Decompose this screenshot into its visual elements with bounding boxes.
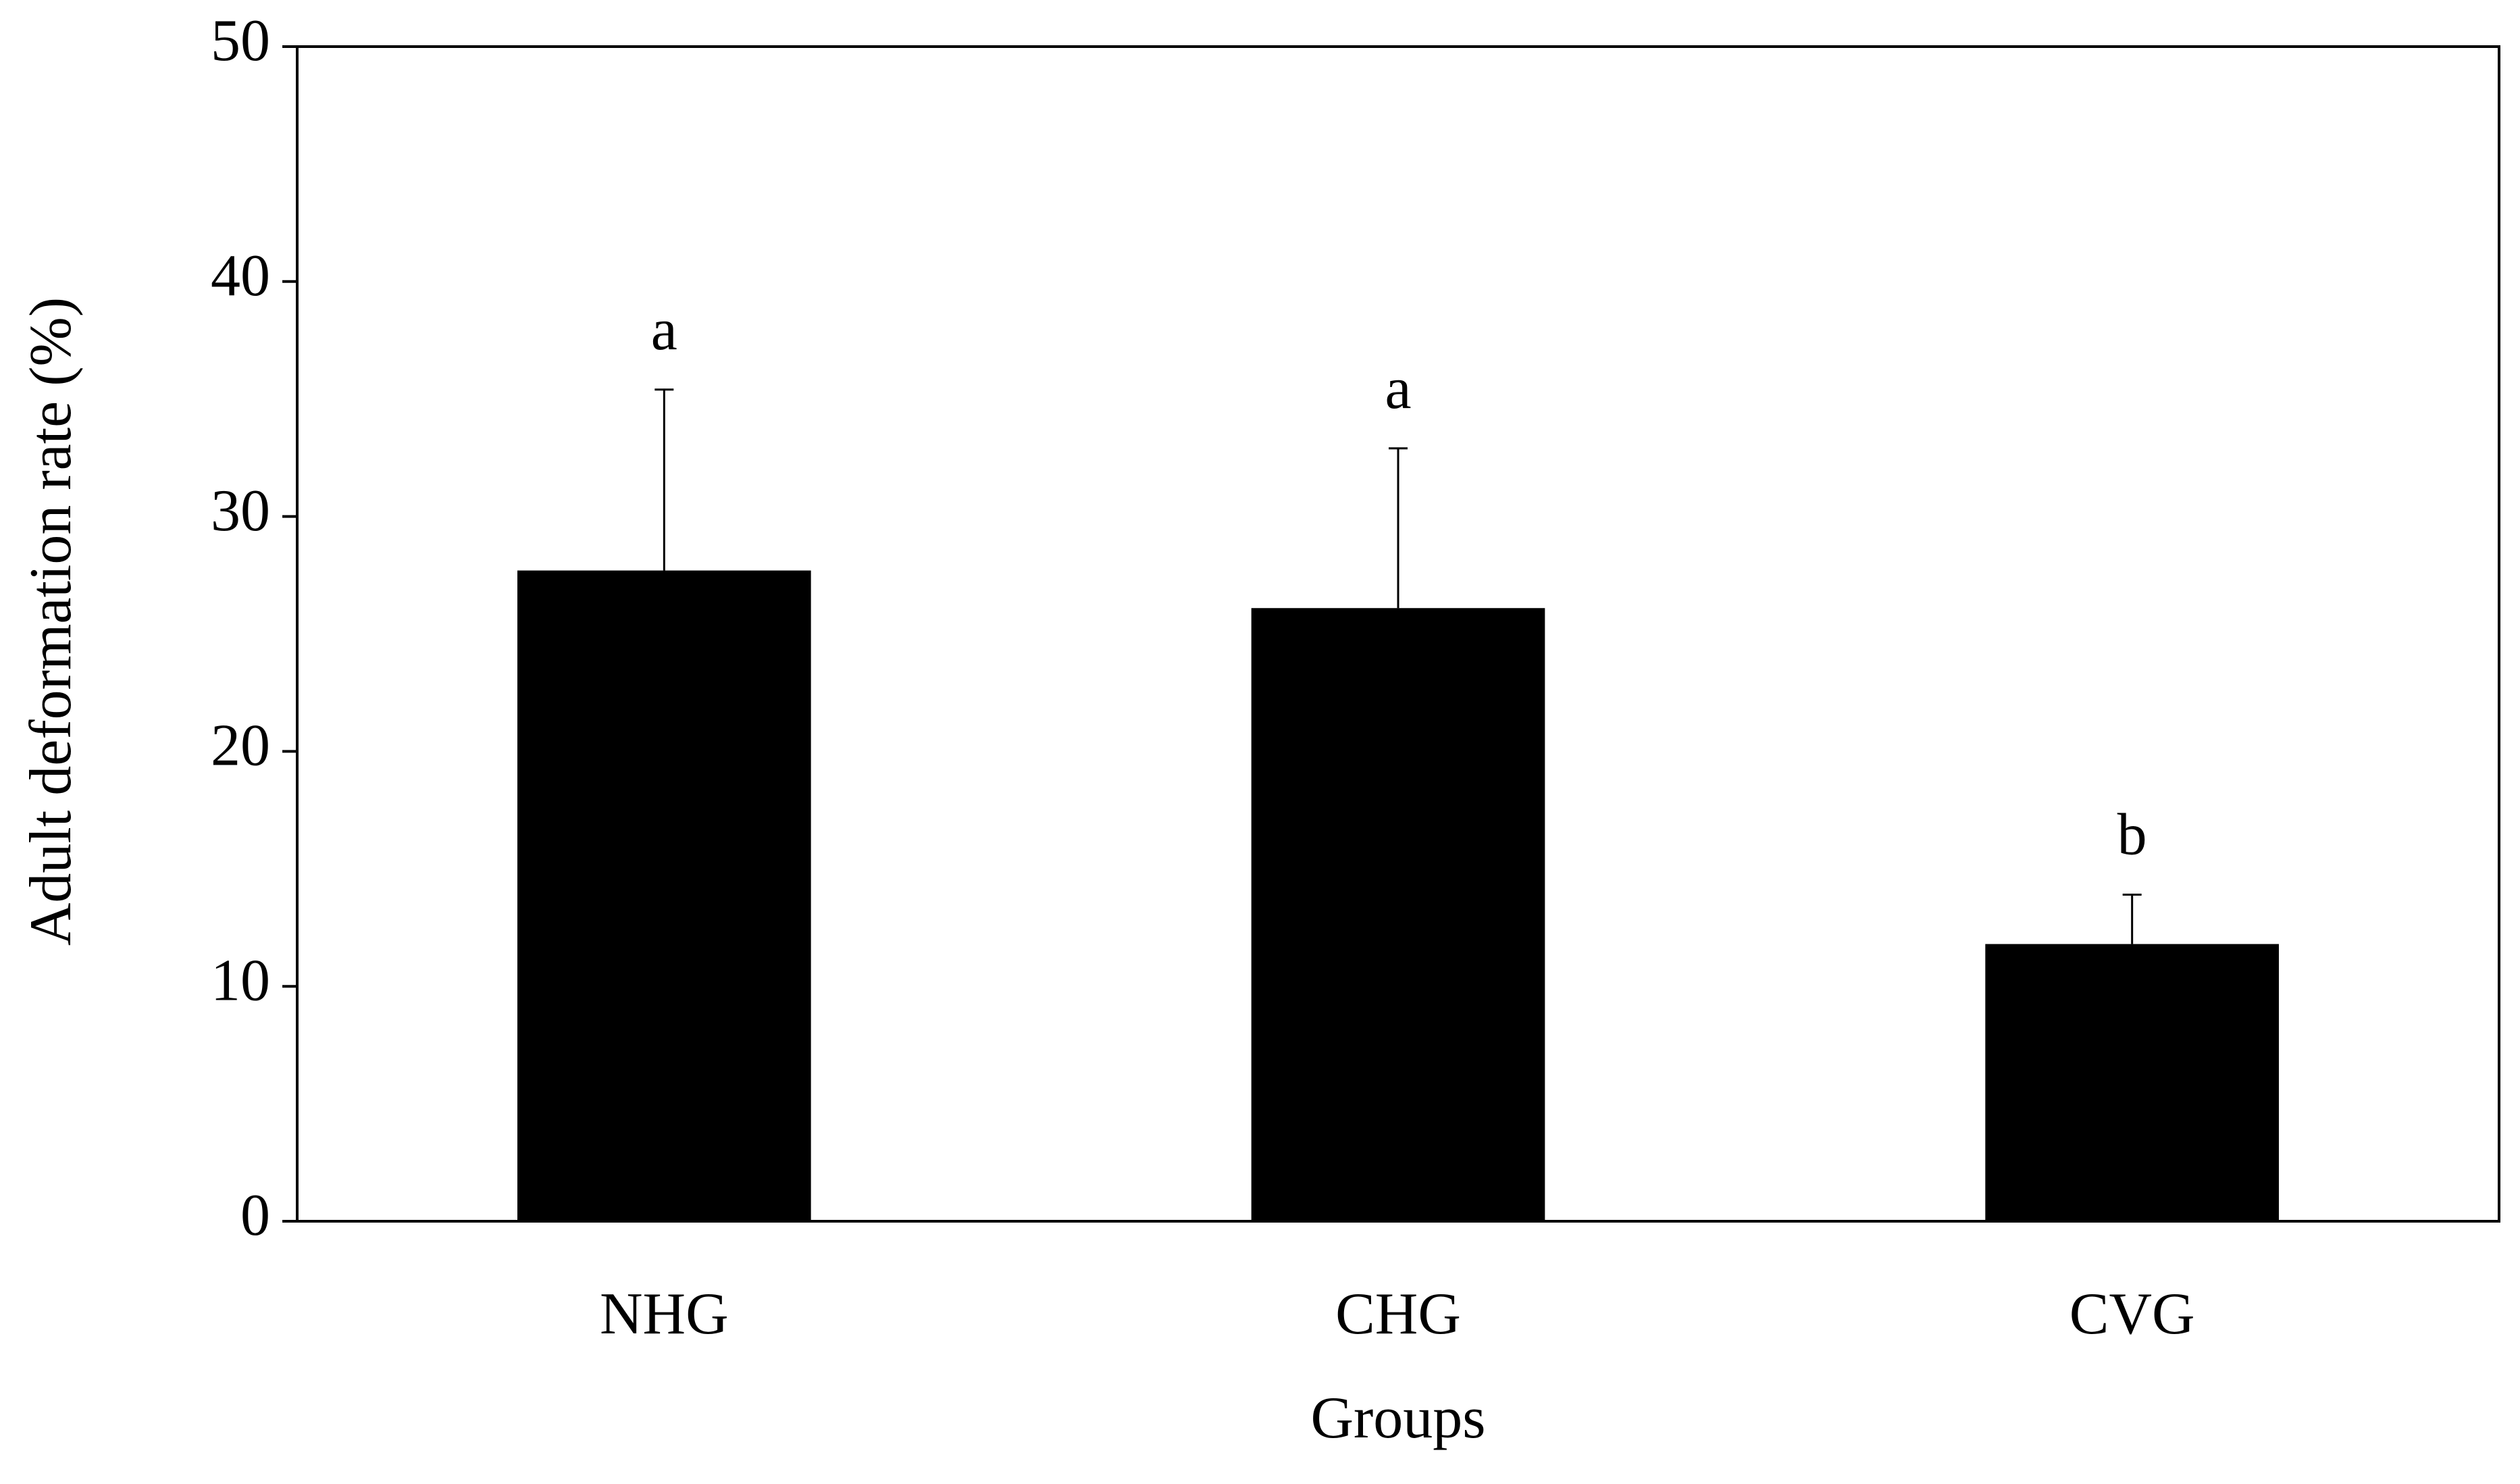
x-tick-label: CHG [1335, 1281, 1461, 1347]
bar [1985, 944, 2279, 1221]
y-tick-label: 0 [240, 1183, 270, 1248]
y-tick-label: 40 [211, 243, 270, 309]
y-tick-label: 10 [211, 948, 270, 1013]
y-tick-label: 50 [211, 8, 270, 74]
significance-letter: b [2117, 802, 2147, 868]
y-axis-label: Adult deformation rate (%) [18, 297, 84, 946]
y-tick-label: 20 [211, 713, 270, 779]
significance-letter: a [1385, 356, 1411, 421]
bar [1251, 608, 1545, 1221]
y-tick-label: 30 [211, 478, 270, 544]
x-axis-label: Groups [1310, 1385, 1485, 1451]
x-tick-label: CVG [2069, 1281, 2195, 1347]
bar [517, 570, 811, 1221]
significance-letter: a [651, 297, 677, 363]
x-tick-label: NHG [600, 1281, 729, 1347]
